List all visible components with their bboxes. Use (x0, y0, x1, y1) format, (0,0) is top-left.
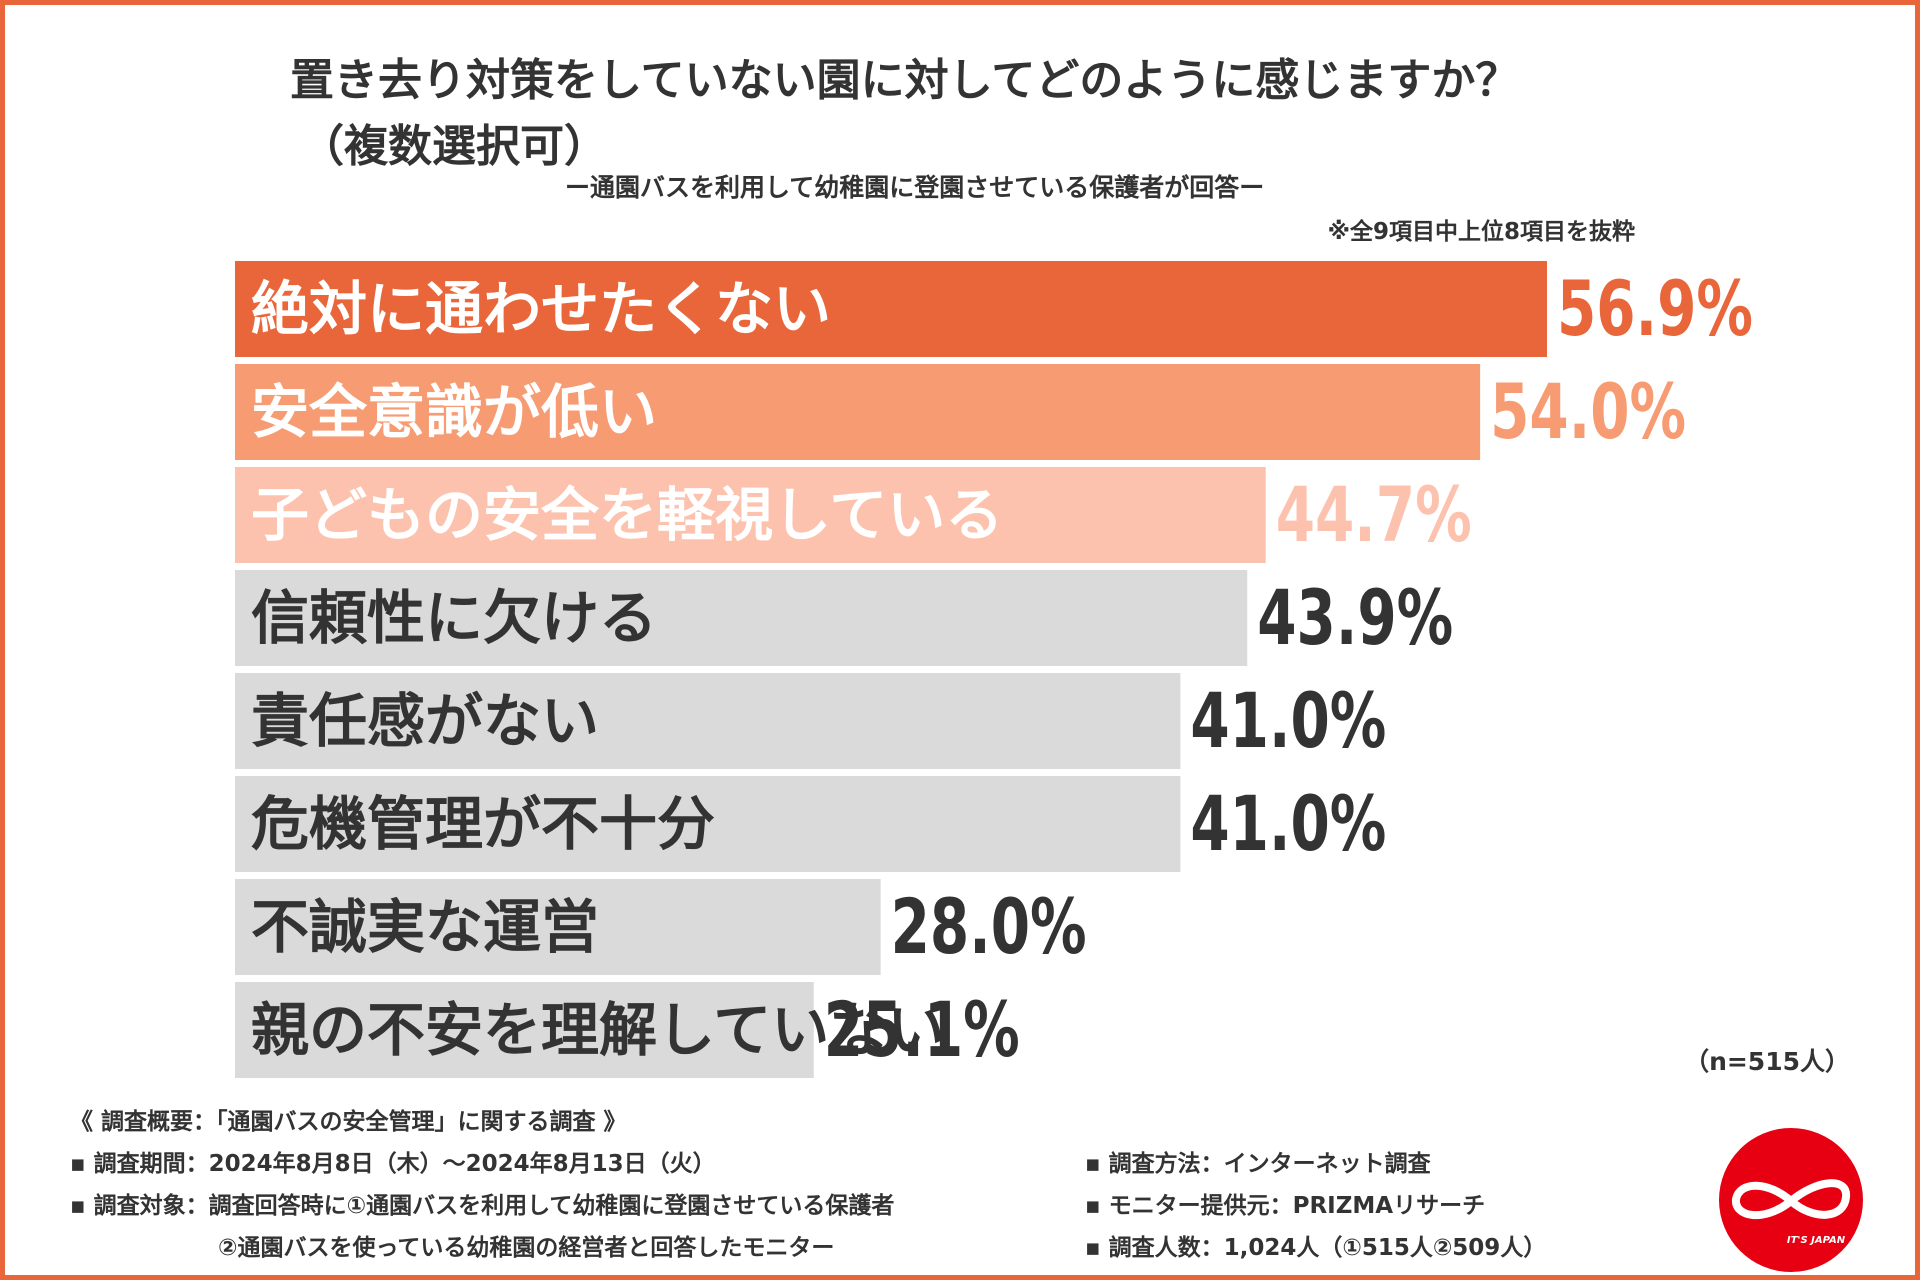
bar (235, 261, 1547, 357)
bar-value-label: 56.9% (1557, 264, 1753, 353)
bar-category-label: 危機管理が不十分 (251, 790, 715, 858)
bar (235, 467, 1266, 563)
bar-category-label: 責任感がない (251, 687, 599, 755)
bar-category-label: 不誠実な運営 (251, 893, 599, 961)
infinity-logo-icon: IT'S JAPAN (1719, 1128, 1863, 1272)
bar-value-label: 41.0% (1190, 779, 1386, 868)
survey-count: ▪ 調査人数：1,024人（①515人②509人） (1085, 1235, 1547, 1261)
chart-title-sub: （複数選択可） (300, 121, 608, 172)
survey-period: ▪ 調査期間：2024年8月8日（木）～2024年8月13日（火） (70, 1151, 716, 1177)
bar-value-label: 41.0% (1190, 676, 1386, 765)
bar-category-label: 信頼性に欠ける (251, 584, 657, 652)
bar-category-label: 親の不安を理解していない (251, 996, 945, 1064)
bar-value-label: 44.7% (1276, 470, 1472, 559)
bar (235, 776, 1181, 872)
bar (235, 673, 1181, 769)
bar-category-label: 絶対に通わせたくない (251, 275, 831, 343)
bar (235, 364, 1481, 460)
bar-value-label: 43.9% (1257, 573, 1453, 662)
chart-title: 置き去り対策をしていない園に対してどのように感じますか？ (290, 55, 1520, 106)
bar-category-label: 子どもの安全を軽視している (251, 481, 1003, 549)
bar-value-label: 25.1% (824, 985, 1020, 1074)
bar (235, 879, 881, 975)
survey-heading: 《 調査概要：「通園バスの安全管理」に関する調査 》 (70, 1109, 627, 1135)
chart-subtitle: ー通園バスを利用して幼稚園に登園させている保護者が回答ー (565, 173, 1265, 202)
logo-text: IT'S JAPAN (1787, 1235, 1846, 1246)
survey-target: ▪ 調査対象：調査回答時に①通園バスを利用して幼稚園に登園させている保護者 (70, 1193, 895, 1219)
chart-note: ※全9項目中上位8項目を抜粋 (1327, 219, 1635, 245)
logo-infinity (1732, 1179, 1850, 1219)
survey-target-2: ②通園バスを使っている幼稚園の経営者と回答したモニター (218, 1235, 835, 1261)
bar-value-label: 28.0% (891, 882, 1087, 971)
sample-size-label: （n=515人） (1684, 1047, 1850, 1076)
bar (235, 982, 814, 1078)
bar-category-label: 安全意識が低い (251, 378, 657, 446)
bar (235, 570, 1248, 666)
bar-value-label: 54.0% (1490, 367, 1686, 456)
survey-method: ▪ 調査方法：インターネット調査 (1085, 1151, 1431, 1177)
survey-provider: ▪ モニター提供元：PRIZMAリサーチ (1085, 1193, 1486, 1219)
